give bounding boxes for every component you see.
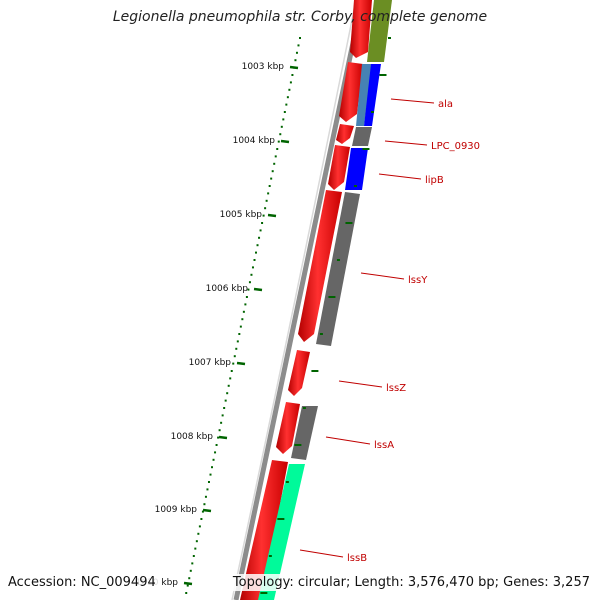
map-title: Legionella pneumophila str. Corby, compl… xyxy=(112,9,488,25)
feature-forward-6[interactable] xyxy=(288,350,310,396)
major-tick xyxy=(236,361,246,366)
feature-forward-3[interactable] xyxy=(336,124,354,144)
topology-text: Topology: circular; Length: 3,576,470 bp… xyxy=(230,574,592,591)
major-tick xyxy=(280,139,290,144)
major-tick xyxy=(183,581,193,586)
major-tick xyxy=(289,65,299,70)
feature-gray-3[interactable] xyxy=(291,406,318,460)
feature-olive[interactable] xyxy=(367,0,392,62)
feature-forward-1[interactable] xyxy=(350,0,372,58)
tick-label: 1008 kbp xyxy=(171,432,214,442)
feature-forward-5[interactable] xyxy=(298,190,342,342)
gene-label[interactable]: LPC_0930 xyxy=(431,141,480,152)
feature-teal[interactable] xyxy=(258,464,305,600)
label-leader xyxy=(384,140,428,146)
label-leader xyxy=(390,98,435,104)
tick-label: 1007 kbp xyxy=(189,358,232,368)
feature-forward-4[interactable] xyxy=(328,145,350,190)
gene-label[interactable]: lssB xyxy=(347,553,367,564)
label-leader xyxy=(378,173,422,180)
major-tick xyxy=(253,287,263,292)
feature-forward-8[interactable] xyxy=(240,460,288,600)
tick-marks-outer xyxy=(185,37,301,594)
feature-blue-1[interactable] xyxy=(364,64,381,126)
tick-label: 1006 kbp xyxy=(206,284,249,294)
gene-label[interactable]: lssZ xyxy=(386,383,406,394)
gene-label[interactable]: lipB xyxy=(425,175,444,186)
genome-backbone-inner xyxy=(231,0,357,600)
label-leader xyxy=(360,272,405,280)
feature-blue-2[interactable] xyxy=(345,148,368,190)
label-leader xyxy=(338,380,383,388)
gene-label[interactable]: lssA xyxy=(374,440,394,451)
gene-label[interactable]: lssY xyxy=(408,275,428,286)
tick-label: 1004 kbp xyxy=(233,136,276,146)
major-tick xyxy=(218,435,228,440)
accession-text: Accession: NC_009494 xyxy=(6,574,158,591)
tick-label: 1003 kbp xyxy=(242,62,285,72)
feature-gray-2[interactable] xyxy=(316,192,360,346)
tick-label: 1005 kbp xyxy=(220,210,263,220)
label-leader xyxy=(325,436,371,445)
feature-gray-1[interactable] xyxy=(352,127,372,146)
gene-labels: ala LPC_0930 lipB lssY lssZ lssA lssB xyxy=(299,98,480,564)
feature-steel[interactable] xyxy=(356,64,372,126)
feature-forward-7[interactable] xyxy=(276,402,300,454)
major-tick xyxy=(202,508,212,513)
gene-label[interactable]: ala xyxy=(438,99,453,110)
genome-backbone xyxy=(233,0,365,600)
label-leader xyxy=(299,549,344,558)
feature-forward-2[interactable] xyxy=(339,62,363,122)
tick-label: 1009 kbp xyxy=(155,505,198,515)
tick-marks-inner xyxy=(260,37,391,594)
major-tick xyxy=(267,213,277,218)
